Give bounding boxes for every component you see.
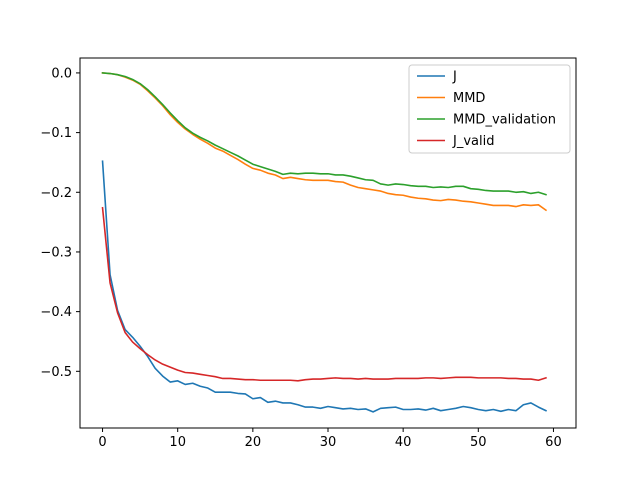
y-tick-label: −0.3 [40, 245, 72, 260]
x-tick-label: 40 [395, 435, 412, 450]
legend-label: J [452, 70, 457, 85]
legend-box [408, 64, 571, 154]
x-tick-label: 60 [545, 435, 562, 450]
series-line-mmd-validation [101, 72, 547, 196]
x-tick-label: 0 [98, 435, 106, 450]
y-tick-label: −0.1 [40, 126, 72, 141]
legend-label: MMD_validation [453, 113, 556, 128]
series-line-mmd [101, 72, 548, 212]
legend-label: MMD [453, 91, 485, 106]
y-tick-label: −0.2 [40, 186, 72, 201]
y-tick-label: −0.5 [40, 365, 72, 380]
legend-label: J_valid [452, 134, 494, 149]
axes-frame [79, 57, 577, 429]
x-tick-label: 10 [169, 435, 186, 450]
series-line-j [101, 160, 548, 413]
x-tick-label: 30 [320, 435, 337, 450]
y-tick-label: 0.0 [51, 66, 72, 81]
series-lines [101, 72, 548, 413]
x-tick-label: 20 [245, 435, 262, 450]
y-tick-label: −0.4 [40, 305, 72, 320]
x-tick-label: 50 [470, 435, 487, 450]
axis-ticks: 0 10 20 30 40 50 60 0.0 −0.1 −0.2 −0.3 −0.4 −0.5 [40, 66, 561, 450]
series-line-j-valid [101, 206, 547, 382]
legend: J MMD MMD_validation J_valid [408, 64, 571, 154]
